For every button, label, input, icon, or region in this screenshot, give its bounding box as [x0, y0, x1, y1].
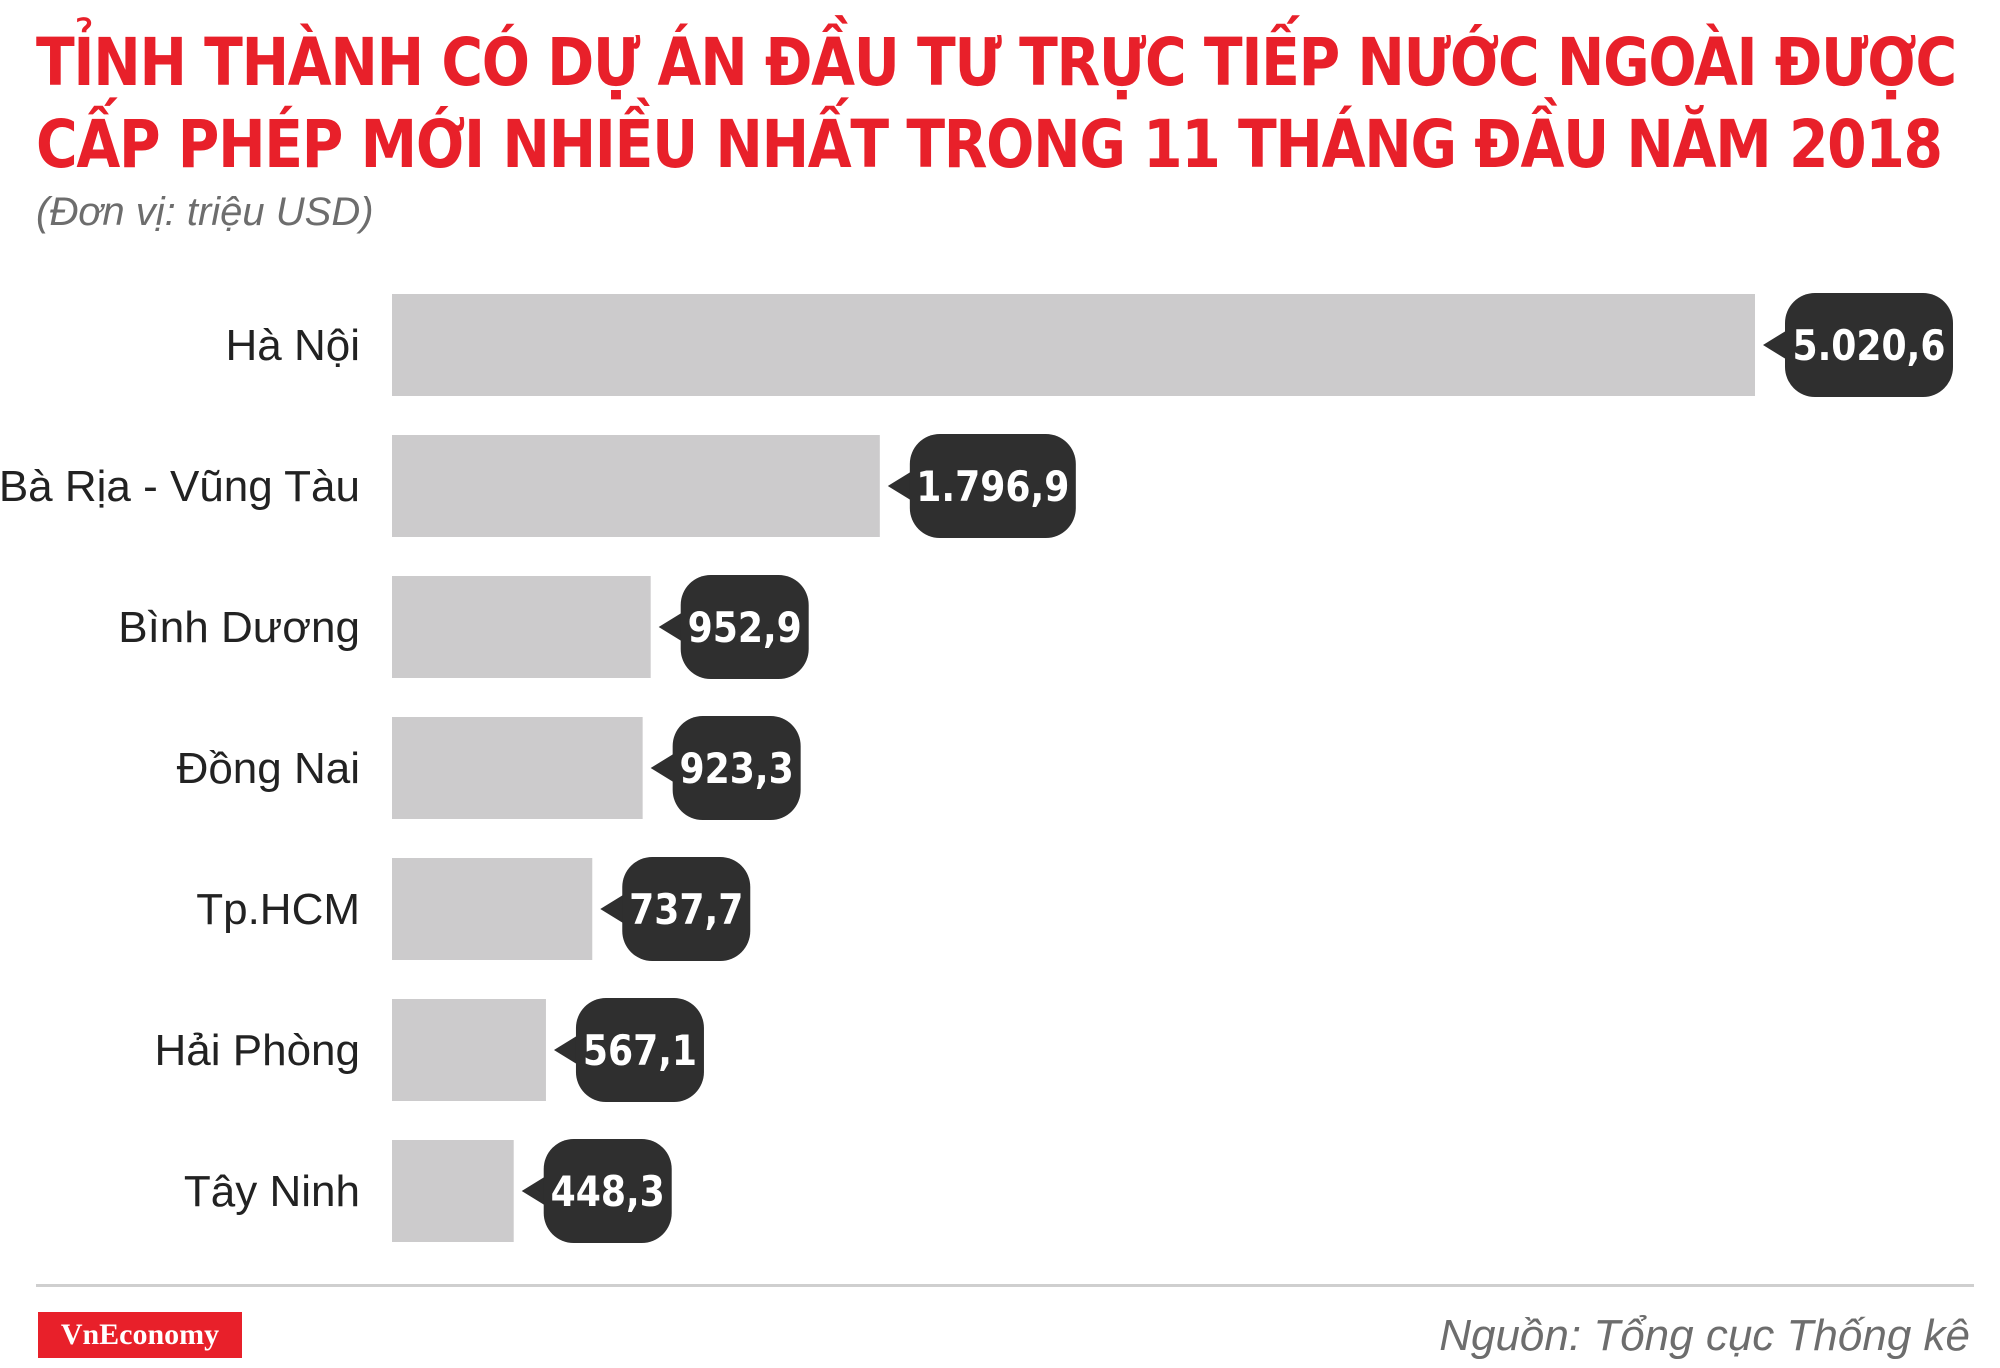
chart-unit-subtitle: (Đơn vị: triệu USD): [36, 190, 374, 234]
value-label: 737,7: [629, 886, 743, 934]
value-pointer: [553, 1034, 580, 1066]
vneconomy-logo: VnEconomy: [38, 1312, 242, 1358]
value-pointer: [650, 752, 677, 784]
value-bubble: [1785, 293, 1953, 397]
category-label: Tây Ninh: [184, 1167, 360, 1216]
source-note: Nguồn: Tổng cục Thống kê: [1439, 1311, 1970, 1360]
category-label: Đồng Nai: [177, 744, 360, 793]
value-bubble: [680, 575, 809, 679]
value-label: 923,3: [680, 745, 794, 793]
bar: [392, 435, 880, 537]
value-bubble: [543, 1139, 672, 1243]
value-bubble: [672, 716, 801, 820]
value-bubble: [909, 434, 1076, 538]
category-label: Bình Dương: [118, 603, 360, 652]
chart-title-line-1: TỈNH THÀNH CÓ DỰ ÁN ĐẦU TƯ TRỰC TIẾP NƯỚ…: [36, 24, 1957, 101]
bar: [392, 999, 546, 1101]
bar: [392, 858, 593, 960]
bar: [392, 717, 643, 819]
footer-divider: [36, 1284, 1974, 1287]
bar: [392, 576, 651, 678]
category-label: Bà Rịa - Vũng Tàu: [0, 462, 360, 511]
value-pointer: [1763, 329, 1789, 361]
bar: [392, 294, 1755, 396]
value-pointer: [521, 1175, 548, 1207]
chart-title: TỈNH THÀNH CÓ DỰ ÁN ĐẦU TƯ TRỰC TIẾP NƯỚ…: [36, 22, 1957, 186]
value-label: 567,1: [583, 1027, 697, 1075]
category-label: Hà Nội: [226, 321, 361, 370]
bar: [392, 1140, 514, 1242]
category-label: Tp.HCM: [196, 885, 360, 934]
value-label: 952,9: [688, 604, 802, 652]
value-bubble: [622, 857, 751, 961]
value-pointer: [600, 893, 627, 925]
value-pointer: [658, 611, 685, 643]
value-pointer: [887, 470, 914, 502]
value-label: 5.020,6: [1792, 322, 1945, 370]
value-bubble: [575, 998, 704, 1102]
category-label: Hải Phòng: [155, 1026, 360, 1075]
value-label: 1.796,9: [916, 463, 1069, 511]
value-label: 448,3: [551, 1168, 665, 1216]
chart-title-line-2: CẤP PHÉP MỚI NHIỀU NHẤT TRONG 11 THÁNG Đ…: [36, 106, 1943, 183]
